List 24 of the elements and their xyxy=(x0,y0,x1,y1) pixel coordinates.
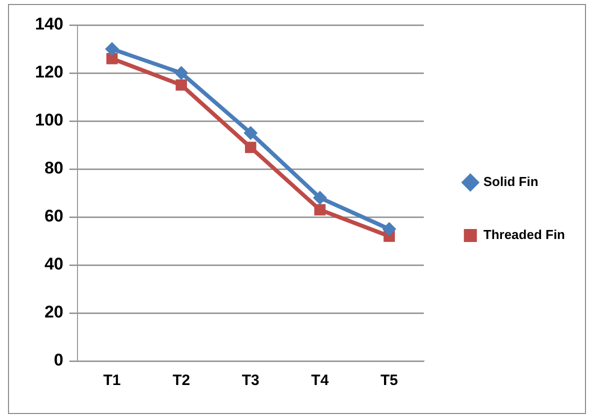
y-tick-label: 80 xyxy=(44,158,64,178)
point xyxy=(314,204,326,216)
point xyxy=(106,52,118,64)
x-tick-label: T5 xyxy=(380,372,398,390)
y-tick-label: 140 xyxy=(34,14,64,34)
x-tick-label: T2 xyxy=(172,372,190,390)
y-tick-label: 120 xyxy=(34,62,64,82)
legend-label: Threaded Fin xyxy=(483,227,566,242)
point xyxy=(312,190,327,205)
x-tick-label: T3 xyxy=(242,372,260,390)
point xyxy=(382,222,396,236)
legend-label: Solid Fin xyxy=(483,174,538,190)
x-tick-label: T4 xyxy=(311,372,330,390)
point xyxy=(176,79,187,91)
y-tick-label: 0 xyxy=(54,350,64,370)
point xyxy=(174,66,188,80)
y-tick-label: 100 xyxy=(34,110,64,130)
point xyxy=(244,142,256,154)
y-tick-label: 60 xyxy=(44,206,64,226)
point xyxy=(244,126,258,140)
x-tick-label: T1 xyxy=(103,372,121,390)
y-tick-label: 40 xyxy=(44,254,64,274)
point xyxy=(105,42,120,56)
y-tick-label: 20 xyxy=(44,302,64,322)
